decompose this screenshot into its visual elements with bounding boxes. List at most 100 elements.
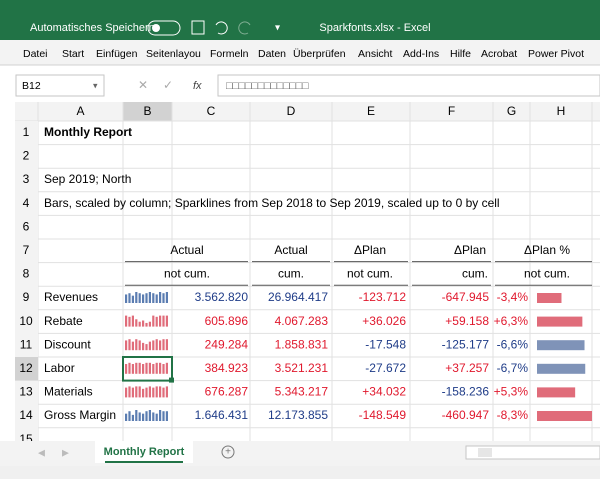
row-label: Rebate <box>44 314 83 328</box>
ribbon-tab[interactable]: Acrobat <box>481 48 517 60</box>
sparkline-bar <box>125 364 127 374</box>
cell-value: 1.646.431 <box>195 408 249 422</box>
sparkline-bar <box>142 343 144 350</box>
ribbon-tab[interactable]: Einfügen <box>96 48 138 60</box>
cell-value: -6,7% <box>497 361 529 375</box>
sparkline-bar <box>149 363 151 374</box>
sparkline-bar <box>156 339 158 350</box>
autosave-label: Automatisches Speichern <box>30 22 155 34</box>
row-label: Revenues <box>44 290 98 304</box>
sparkline-bar <box>139 386 141 397</box>
row-number: 1 <box>23 125 30 139</box>
sparkline-bar <box>156 363 158 374</box>
ribbon-tab[interactable]: Power Pivot <box>528 48 584 60</box>
sparkline-bar <box>159 363 161 374</box>
sparkline-bar <box>166 292 168 303</box>
sparkline-bar <box>162 339 164 350</box>
sparkline-bar <box>159 340 161 350</box>
column-header: H <box>557 104 566 118</box>
cancel-icon[interactable]: ✕ <box>138 78 148 92</box>
column-header: A <box>76 104 84 118</box>
cell-value: 4.067.283 <box>275 314 329 328</box>
qat-more[interactable]: ▾ <box>275 23 280 34</box>
sparkline-bar <box>149 292 151 303</box>
row-label: Discount <box>44 337 91 351</box>
scroll-thumb[interactable] <box>478 448 492 457</box>
column-subtitle: cum. <box>278 267 304 281</box>
cell-value: -148.549 <box>359 408 407 422</box>
cell-value: -647.945 <box>442 290 490 304</box>
column-header: E <box>367 104 375 118</box>
sparkline-bar <box>152 316 154 327</box>
sparkline-bar <box>142 414 144 421</box>
ribbon-tab[interactable]: Seitenlayou <box>146 48 201 60</box>
ribbon-tab[interactable]: Ansicht <box>358 48 393 60</box>
row-number: 2 <box>23 149 30 163</box>
column-header: D <box>287 104 296 118</box>
sparkline-bar <box>139 363 141 374</box>
cell-value: +34.032 <box>362 385 406 399</box>
row-number: 4 <box>23 196 30 210</box>
ribbon-tab[interactable]: Start <box>62 48 84 60</box>
row-number: 8 <box>23 267 30 281</box>
cell-value: -6,6% <box>497 337 529 351</box>
sparkline-bar <box>139 293 141 303</box>
cell-value: 5.343.217 <box>275 385 329 399</box>
sparkline-bar <box>159 316 161 327</box>
cell-value: 1.858.831 <box>275 337 329 351</box>
sparkline-bar <box>128 363 130 374</box>
sparkline-bar <box>142 320 144 326</box>
cell-value: -460.947 <box>442 408 490 422</box>
cell-value: +37.257 <box>445 361 489 375</box>
row-number: 3 <box>23 172 30 186</box>
sparkline-bar <box>132 316 134 327</box>
sparkline-bar <box>162 411 164 421</box>
column-subtitle: not cum. <box>347 267 393 281</box>
ribbon-tab[interactable]: Add-Ins <box>403 48 439 60</box>
sparkline-bar <box>156 386 158 397</box>
sparkline-bar <box>125 340 127 350</box>
status-bar <box>0 466 600 479</box>
sparkline-bar <box>125 294 127 303</box>
cell-value: 3.562.820 <box>195 290 249 304</box>
ribbon-tab[interactable]: Formeln <box>210 48 249 60</box>
formula-content: □□□□□□□□□□□□□ <box>226 80 309 92</box>
sparkline-bar <box>135 292 137 303</box>
column-subtitle: not cum. <box>164 267 210 281</box>
plan-pct-bar <box>537 340 585 350</box>
enter-icon[interactable]: ✓ <box>163 78 173 92</box>
column-header: C <box>207 104 216 118</box>
sparkline-bar <box>132 388 134 398</box>
ribbon-tab[interactable]: Datei <box>23 48 48 60</box>
cell-value: 249.284 <box>205 337 249 351</box>
plan-pct-bar <box>537 317 582 327</box>
column-subtitle: not cum. <box>524 267 570 281</box>
ribbon-tab[interactable]: Überprüfen <box>293 48 346 60</box>
sparkline-bar <box>159 292 161 303</box>
sparkline-bar <box>152 388 154 398</box>
sparkline-bar <box>159 410 161 421</box>
cell-value: -3,4% <box>497 290 529 304</box>
sparkline-bar <box>145 388 147 398</box>
sparkline-bar <box>159 386 161 397</box>
ribbon-tab[interactable]: Hilfe <box>450 48 471 60</box>
sparkline-bar <box>145 323 147 327</box>
tab-scroll-right[interactable]: ▶ <box>62 447 69 457</box>
name-box-text: B12 <box>22 80 41 92</box>
toggle-knob <box>152 24 160 32</box>
cell-value: -8,3% <box>497 408 529 422</box>
sparkline-bar <box>139 322 141 327</box>
sparkline-bar <box>145 293 147 303</box>
sparkline-bar <box>128 293 130 303</box>
cell-value: 676.287 <box>205 385 249 399</box>
add-sheet-plus: + <box>225 447 231 458</box>
ribbon-tab[interactable]: Daten <box>258 48 286 60</box>
sparkline-bar <box>166 386 168 397</box>
name-box-drop[interactable]: ▾ <box>93 80 98 90</box>
column-title: ΔPlan % <box>524 243 570 257</box>
sheet-tab-label: Monthly Report <box>104 446 185 458</box>
tab-scroll-left[interactable]: ◀ <box>38 447 45 457</box>
fx-icon[interactable]: fx <box>193 80 202 92</box>
sparkline-bar <box>149 322 151 327</box>
